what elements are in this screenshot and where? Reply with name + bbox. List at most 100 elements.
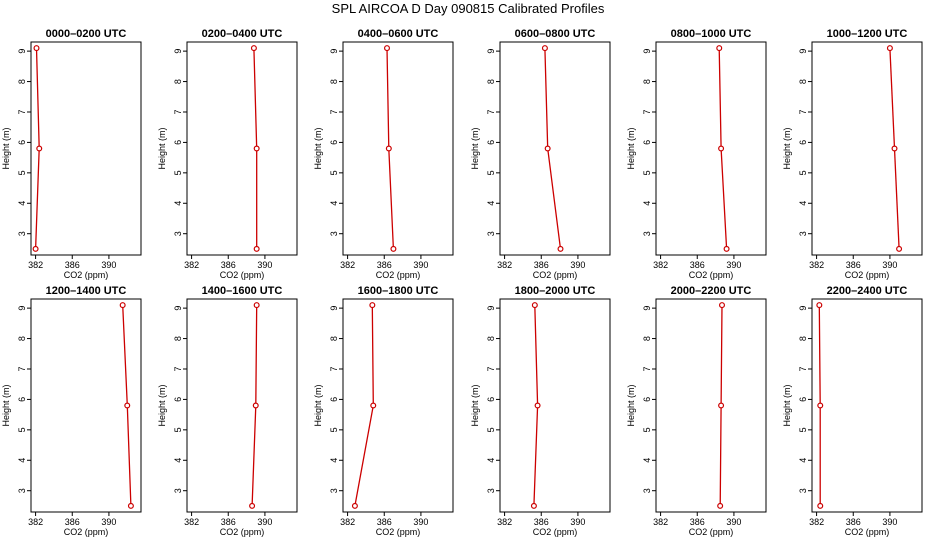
data-point — [716, 45, 723, 52]
y-tick-label: 5 — [642, 170, 652, 175]
y-tick-label: 8 — [642, 79, 652, 84]
y-tick-label: 6 — [329, 140, 339, 145]
x-axis-label: CO2 (ppm) — [376, 527, 421, 537]
panel-6: 1000–1200 UTC 382 386 390 3 4 5 6 7 8 9 CO2 (ppm) He… — [782, 28, 923, 280]
y-tick-label: 7 — [17, 109, 27, 114]
x-axis-label: CO2 (ppm) — [533, 527, 578, 537]
data-point — [369, 302, 376, 309]
x-axis-label: CO2 (ppm) — [845, 527, 890, 537]
y-tick-label: 9 — [173, 49, 183, 54]
data-point — [723, 245, 730, 252]
x-tick-label: 386 — [534, 260, 549, 270]
x-tick-label: 386 — [221, 260, 236, 270]
data-point — [717, 502, 724, 509]
x-tick-label: 382 — [809, 260, 824, 270]
y-tick-label: 6 — [642, 140, 652, 145]
x-axis-label: CO2 (ppm) — [64, 270, 109, 280]
panel-title: 0600–0800 UTC — [515, 28, 596, 40]
x-tick-label: 386 — [377, 260, 392, 270]
panel-title: 2000–2200 UTC — [671, 285, 752, 297]
data-point — [36, 145, 43, 152]
y-tick-label: 8 — [486, 336, 496, 341]
x-tick-label: 390 — [101, 260, 116, 270]
x-axis-label: CO2 (ppm) — [376, 270, 421, 280]
plot-frame — [811, 41, 923, 256]
y-tick-label: 7 — [173, 366, 183, 371]
x-tick-label: 390 — [413, 517, 428, 527]
data-point — [33, 45, 40, 52]
y-tick-label: 3 — [329, 231, 339, 236]
data-point — [119, 302, 126, 309]
data-point — [718, 402, 725, 409]
y-tick-label: 6 — [486, 397, 496, 402]
x-tick-label: 386 — [221, 517, 236, 527]
y-tick-label: 6 — [798, 140, 808, 145]
y-tick-label: 5 — [798, 170, 808, 175]
y-tick-label: 6 — [173, 140, 183, 145]
y-tick-label: 4 — [329, 458, 339, 463]
y-tick-label: 9 — [329, 49, 339, 54]
y-tick-label: 4 — [642, 458, 652, 463]
plot-frame — [30, 298, 142, 513]
panel-8: 1400–1600 UTC 382 386 390 3 4 5 6 7 8 9 CO2 (ppm) He… — [157, 285, 298, 537]
y-tick-label: 4 — [173, 201, 183, 206]
panel-2: 0200–0400 UTC 382 386 390 3 4 5 6 7 8 9 CO2 (ppm) He… — [157, 28, 298, 280]
y-tick-label: 7 — [329, 366, 339, 371]
x-tick-label: 386 — [690, 260, 705, 270]
panel-12: 2200–2400 UTC 382 386 390 3 4 5 6 7 8 9 CO2 (ppm) He… — [782, 285, 923, 537]
x-tick-label: 382 — [28, 260, 43, 270]
x-tick-label: 382 — [497, 517, 512, 527]
data-point — [531, 302, 538, 309]
y-tick-label: 5 — [17, 427, 27, 432]
x-tick-label: 382 — [184, 517, 199, 527]
y-axis-label: Height (m) — [626, 127, 636, 169]
y-tick-label: 9 — [642, 49, 652, 54]
y-axis-label: Height (m) — [782, 127, 792, 169]
x-tick-label: 390 — [570, 517, 585, 527]
y-tick-label: 3 — [329, 488, 339, 493]
y-axis-label: Height (m) — [626, 384, 636, 426]
panel-9: 1600–1800 UTC 382 386 390 3 4 5 6 7 8 9 CO2 (ppm) He… — [313, 285, 454, 537]
x-tick-label: 386 — [690, 517, 705, 527]
panel-1: 0000–0200 UTC 382 386 390 3 4 5 6 7 8 9 CO2 (ppm) He… — [1, 28, 142, 280]
x-axis-label: CO2 (ppm) — [64, 527, 109, 537]
y-tick-label: 8 — [17, 336, 27, 341]
plot-frame — [30, 41, 142, 256]
panel-3: 0400–0600 UTC 382 386 390 3 4 5 6 7 8 9 CO2 (ppm) He… — [313, 28, 454, 280]
y-tick-label: 3 — [642, 488, 652, 493]
y-tick-label: 8 — [17, 79, 27, 84]
data-point — [718, 145, 725, 152]
x-axis-label: CO2 (ppm) — [689, 527, 734, 537]
y-axis-label: Height (m) — [1, 384, 11, 426]
x-axis-label: CO2 (ppm) — [533, 270, 578, 280]
y-tick-label: 4 — [17, 458, 27, 463]
y-tick-label: 7 — [173, 109, 183, 114]
y-tick-label: 8 — [173, 336, 183, 341]
y-tick-label: 5 — [642, 427, 652, 432]
y-tick-label: 3 — [17, 231, 27, 236]
y-tick-label: 5 — [329, 170, 339, 175]
y-tick-label: 4 — [798, 458, 808, 463]
panel-title: 1400–1600 UTC — [202, 285, 283, 297]
x-tick-label: 386 — [65, 260, 80, 270]
y-tick-label: 8 — [173, 79, 183, 84]
y-tick-label: 7 — [329, 109, 339, 114]
x-tick-label: 382 — [28, 517, 43, 527]
y-tick-label: 3 — [173, 231, 183, 236]
x-tick-label: 390 — [257, 260, 272, 270]
plot-frame — [342, 298, 454, 513]
data-point — [817, 502, 824, 509]
data-point — [124, 402, 131, 409]
data-point — [530, 502, 537, 509]
y-axis-label: Height (m) — [157, 384, 167, 426]
data-point — [253, 302, 260, 309]
panel-title: 0400–0600 UTC — [358, 28, 439, 40]
plot-frame — [499, 298, 611, 513]
plot-frame — [655, 41, 767, 256]
y-tick-label: 9 — [798, 49, 808, 54]
x-tick-label: 390 — [726, 260, 741, 270]
data-point — [250, 45, 257, 52]
y-tick-label: 8 — [798, 79, 808, 84]
